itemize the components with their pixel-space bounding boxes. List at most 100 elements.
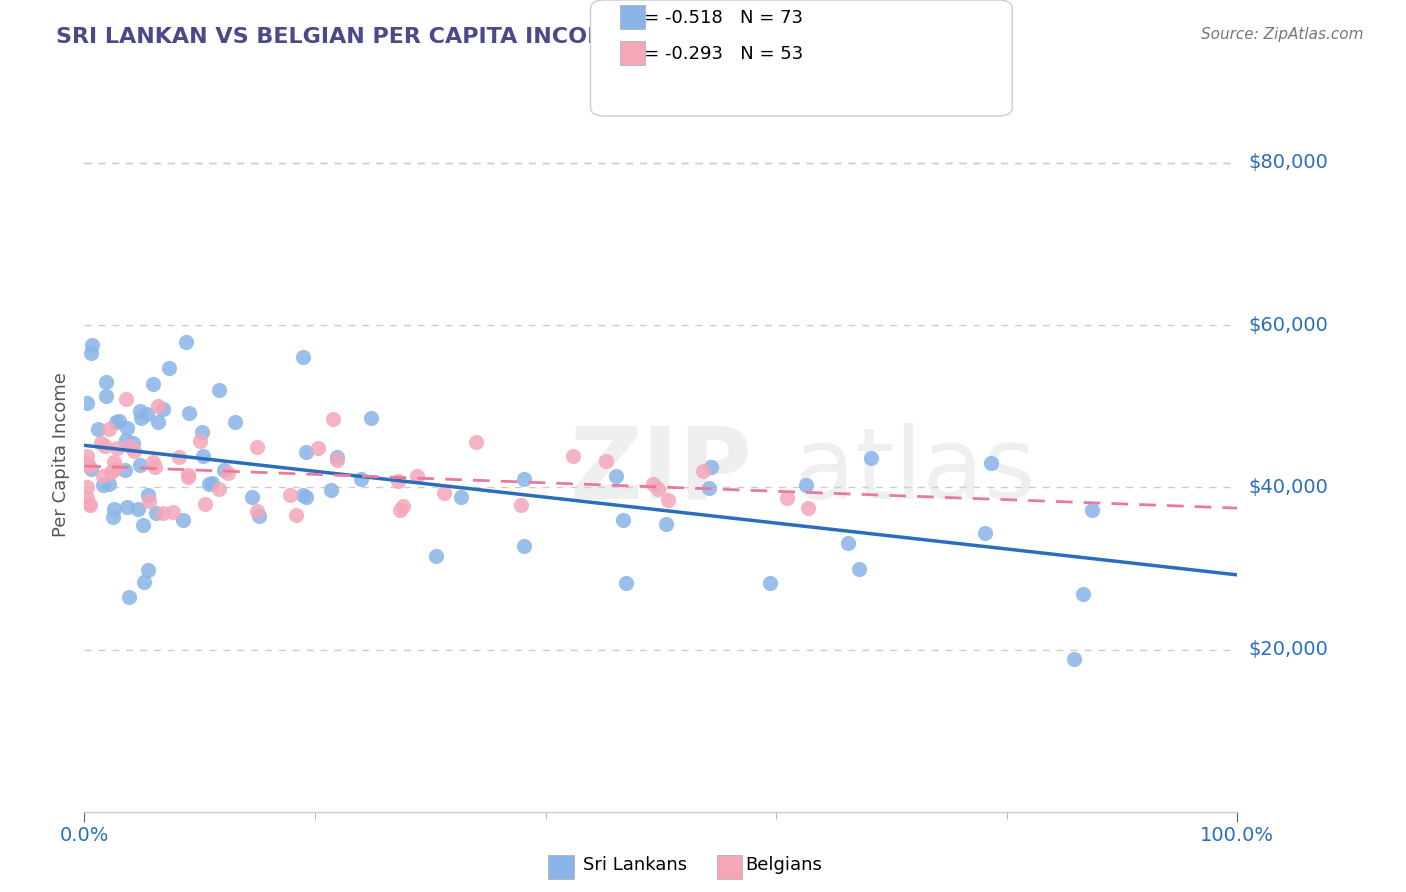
Point — [794, 477, 817, 491]
Point — [612, 513, 634, 527]
Point — [104, 461, 127, 475]
Point — [115, 392, 138, 406]
Point — [136, 563, 159, 577]
Point — [157, 360, 180, 375]
Text: $60,000: $60,000 — [1249, 316, 1329, 334]
Point — [321, 483, 343, 498]
Point — [692, 464, 714, 478]
Point — [80, 337, 103, 351]
Point — [148, 399, 170, 413]
Point — [1073, 587, 1095, 601]
Point — [198, 477, 221, 491]
Point — [797, 501, 820, 516]
Point — [77, 497, 100, 511]
Point — [510, 499, 533, 513]
Point — [152, 506, 174, 520]
Point — [246, 504, 269, 518]
Point — [208, 383, 231, 397]
Point — [177, 468, 200, 483]
Point — [605, 469, 627, 483]
Point — [433, 486, 456, 500]
Point — [105, 441, 128, 455]
Point — [77, 458, 100, 473]
Point — [152, 401, 174, 416]
Point — [201, 476, 224, 491]
Point — [115, 421, 138, 435]
Point — [641, 477, 664, 491]
Point — [208, 482, 231, 496]
Point — [100, 465, 122, 479]
Point — [406, 468, 429, 483]
Point — [322, 412, 344, 426]
Point — [143, 460, 166, 475]
Text: SRI LANKAN VS BELGIAN PER CAPITA INCOME CORRELATION CHART: SRI LANKAN VS BELGIAN PER CAPITA INCOME … — [56, 27, 898, 46]
Point — [131, 517, 153, 532]
Text: R = -0.518   N = 73: R = -0.518 N = 73 — [626, 9, 803, 27]
Text: $20,000: $20,000 — [1249, 640, 1329, 659]
Point — [758, 576, 780, 591]
Point — [326, 453, 349, 467]
Point — [169, 450, 191, 464]
Point — [450, 490, 472, 504]
Point — [837, 536, 859, 550]
Point — [194, 497, 217, 511]
Point — [307, 441, 329, 455]
Point — [285, 508, 308, 523]
Point — [128, 404, 150, 418]
Point — [350, 472, 373, 486]
Text: ZIP: ZIP — [569, 423, 752, 520]
Point — [103, 510, 125, 524]
Point — [122, 443, 145, 458]
Point — [108, 415, 131, 429]
Point — [79, 498, 101, 512]
Point — [97, 476, 120, 491]
Point — [91, 469, 114, 483]
Y-axis label: Per Capita Income: Per Capita Income — [52, 373, 70, 537]
Point — [117, 590, 139, 604]
Text: atlas: atlas — [793, 423, 1035, 520]
Point — [280, 488, 302, 502]
Point — [94, 439, 117, 453]
Point — [859, 451, 882, 466]
Text: Belgians: Belgians — [745, 856, 823, 874]
Text: $80,000: $80,000 — [1249, 153, 1329, 172]
Point — [162, 505, 184, 519]
Point — [138, 493, 160, 508]
Point — [388, 503, 411, 517]
Point — [654, 516, 676, 531]
Point — [974, 525, 997, 540]
Point — [127, 502, 149, 516]
Point — [425, 549, 447, 563]
Point — [191, 449, 214, 463]
Point — [179, 406, 201, 420]
Point — [1063, 651, 1085, 665]
Point — [291, 488, 314, 502]
Point — [80, 461, 103, 475]
Point — [595, 453, 617, 467]
Point — [135, 407, 157, 421]
Point — [76, 456, 98, 470]
Point — [145, 506, 167, 520]
Point — [513, 472, 536, 486]
Point — [103, 455, 125, 469]
Point — [76, 450, 98, 464]
Point — [647, 483, 669, 497]
Point — [114, 463, 136, 477]
Text: Sri Lankans: Sri Lankans — [583, 856, 688, 874]
Point — [188, 434, 211, 448]
Text: R = -0.293   N = 53: R = -0.293 N = 53 — [626, 45, 803, 62]
Point — [848, 562, 870, 576]
Point — [172, 513, 194, 527]
Point — [224, 415, 246, 429]
Point — [247, 508, 270, 523]
Point — [699, 482, 721, 496]
Point — [177, 469, 200, 483]
Point — [360, 410, 382, 425]
Point — [91, 478, 114, 492]
Point — [146, 415, 169, 429]
Point — [142, 376, 165, 391]
Point — [79, 345, 101, 359]
Point — [240, 491, 263, 505]
Point — [176, 335, 198, 350]
Point — [699, 459, 721, 474]
